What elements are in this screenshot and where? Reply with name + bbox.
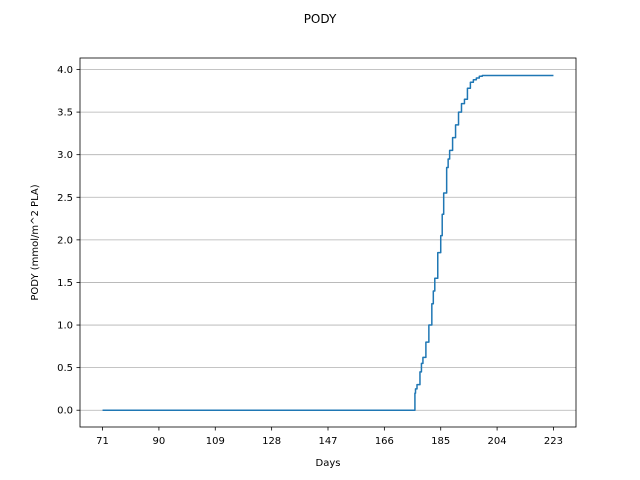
x-tick-label: 109 [206, 436, 225, 447]
x-tick-label: 71 [96, 436, 109, 447]
x-tick-label: 90 [153, 436, 166, 447]
y-axis-label: PODY (mmol/m^2 PLA) [30, 184, 41, 300]
x-tick-label: 204 [488, 436, 507, 447]
y-axis-ticks: 0.0 0.5 1.0 1.5 2.0 2.5 3.0 3.5 4.0 [57, 65, 80, 417]
x-tick-label: 128 [262, 436, 281, 447]
x-tick-label: 185 [431, 436, 450, 447]
y-tick-label: 4.0 [57, 65, 73, 76]
series-line [102, 74, 554, 411]
x-axis-ticks: 71 90 109 128 147 166 185 204 223 [96, 427, 563, 447]
x-tick-label: 147 [318, 436, 337, 447]
y-tick-label: 3.0 [57, 150, 73, 161]
x-tick-label: 166 [375, 436, 394, 447]
series-layer [102, 74, 554, 411]
y-tick-label: 2.0 [57, 235, 73, 246]
y-tick-label: 1.0 [57, 321, 73, 332]
y-tick-label: 0.5 [57, 363, 73, 374]
chart-title: PODY [304, 12, 337, 26]
x-axis-label: Days [316, 458, 341, 469]
y-tick-label: 2.5 [57, 193, 73, 204]
x-tick-label: 223 [544, 436, 563, 447]
y-tick-label: 1.5 [57, 278, 73, 289]
y-tick-label: 3.5 [57, 108, 73, 119]
y-tick-label: 0.0 [57, 406, 73, 417]
